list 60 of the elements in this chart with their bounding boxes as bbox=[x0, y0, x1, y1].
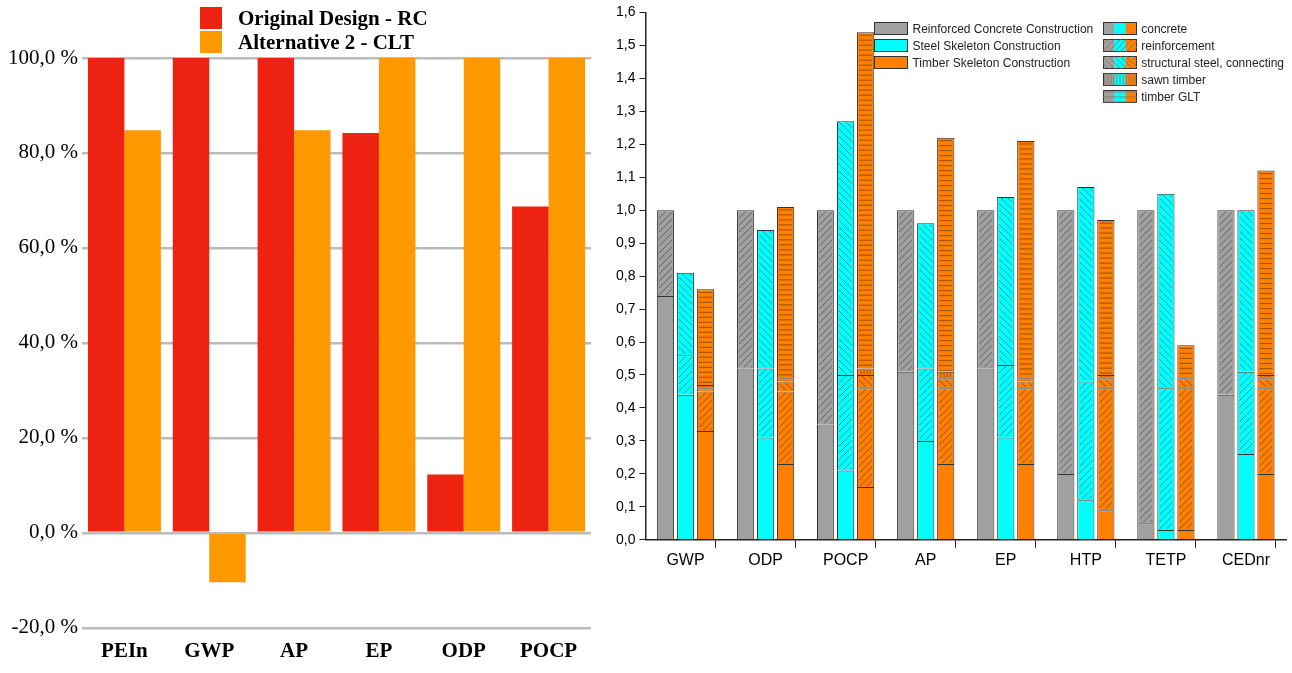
y-tick-label: 40,0 % bbox=[18, 329, 78, 354]
annotation: Reinforced Concrete Construction bbox=[912, 21, 1094, 36]
bar bbox=[342, 133, 379, 532]
y-tick-label: 20,0 % bbox=[18, 424, 78, 449]
bar bbox=[548, 58, 586, 532]
bar bbox=[463, 58, 501, 532]
y-tick-label: 0,0 bbox=[615, 530, 636, 547]
x-tick-label: POCP bbox=[822, 550, 869, 568]
y-tick-label: 0,7 bbox=[615, 299, 636, 316]
y-tick-label: 80,0 % bbox=[18, 139, 78, 164]
bar bbox=[378, 58, 416, 532]
legend-label: reinforcement bbox=[1141, 38, 1215, 53]
y-tick-label: 1,1 bbox=[615, 168, 636, 185]
y-tick-label: 0,6 bbox=[615, 332, 636, 349]
y-tick-label: 1,6 bbox=[615, 3, 636, 20]
bar bbox=[257, 58, 295, 532]
y-tick-label: 0,8 bbox=[615, 266, 636, 283]
y-tick-label: 100,0 % bbox=[7, 44, 78, 69]
y-tick-label: 0,9 bbox=[615, 234, 636, 250]
x-tick-label: ODP bbox=[441, 637, 487, 662]
legend-label: Original Design - RC bbox=[238, 5, 428, 31]
x-tick-label: EP bbox=[365, 637, 393, 662]
annotation: Timber Skeleton Construction bbox=[912, 55, 1071, 70]
y-tick-label: 1,0 bbox=[615, 201, 636, 218]
x-tick-label: GWP bbox=[184, 637, 235, 662]
y-tick-label: -20,0 % bbox=[11, 614, 78, 639]
legend-label: sawn timber bbox=[1141, 72, 1206, 87]
legend-label: timber GLT bbox=[1141, 89, 1201, 104]
x-tick-label: AP bbox=[915, 550, 937, 568]
y-tick-label: 0,0 % bbox=[28, 519, 78, 544]
bar bbox=[124, 130, 161, 532]
y-tick-label: 0,4 bbox=[615, 398, 636, 415]
x-tick-label: EP bbox=[995, 550, 1017, 568]
y-tick-label: 0,2 bbox=[615, 464, 636, 481]
x-tick-label: CEDnr bbox=[1221, 550, 1271, 568]
y-tick-label: 0,1 bbox=[615, 497, 636, 514]
x-tick-label: TETP bbox=[1145, 550, 1187, 568]
annotation: Steel Skeleton Construction bbox=[912, 38, 1061, 53]
y-tick-label: 1,2 bbox=[615, 135, 636, 152]
bar bbox=[427, 474, 464, 532]
x-tick-label: HTP bbox=[1069, 550, 1102, 568]
legend-label: Alternative 2 - CLT bbox=[238, 29, 414, 55]
bar bbox=[512, 206, 549, 532]
bar bbox=[294, 130, 331, 532]
y-tick-label: 0,5 bbox=[615, 365, 636, 382]
x-tick-label: GWP bbox=[666, 550, 705, 568]
y-tick-label: 60,0 % bbox=[18, 234, 78, 259]
legend-label: structural steel, connecting bbox=[1141, 55, 1284, 70]
bar bbox=[87, 58, 125, 532]
legend-label: concrete bbox=[1141, 21, 1188, 36]
x-tick-label: POCP bbox=[520, 637, 578, 662]
x-tick-label: PEIn bbox=[101, 637, 149, 662]
bar bbox=[172, 58, 210, 532]
y-tick-label: 1,5 bbox=[615, 36, 636, 53]
y-tick-label: 1,3 bbox=[615, 102, 636, 119]
y-tick-label: 1,4 bbox=[615, 69, 636, 86]
y-tick-label: 0,3 bbox=[615, 431, 636, 448]
x-tick-label: ODP bbox=[748, 550, 783, 568]
x-tick-label: AP bbox=[280, 637, 309, 662]
bar bbox=[209, 534, 246, 583]
